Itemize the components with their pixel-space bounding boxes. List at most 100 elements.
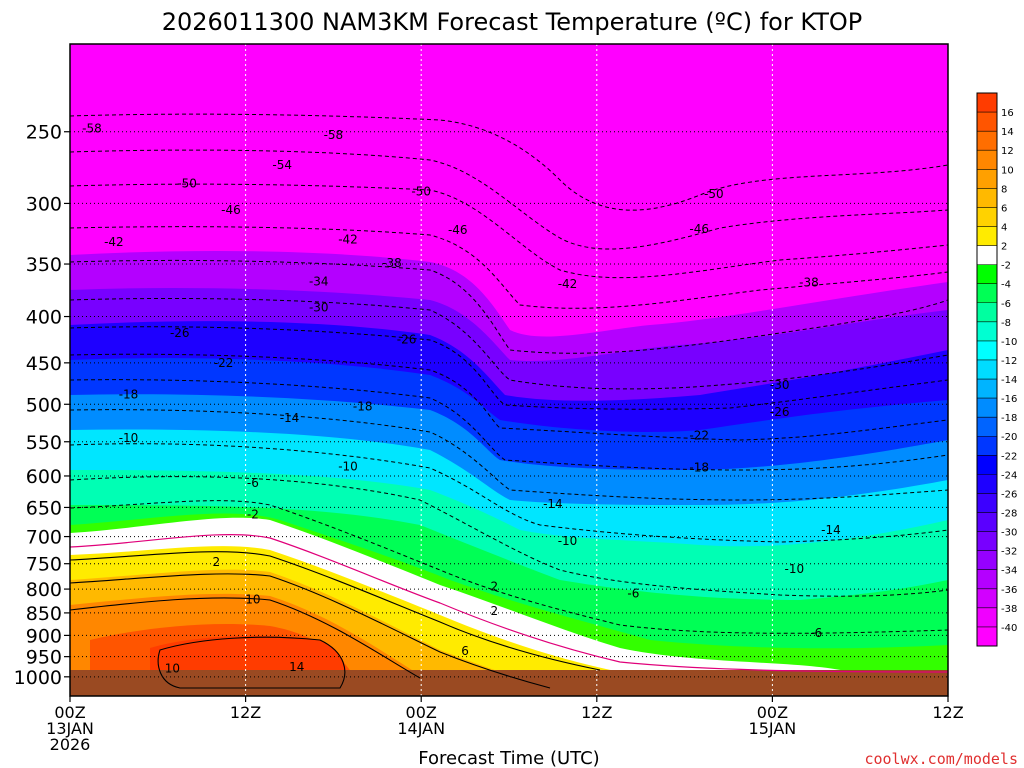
contour-label: -30 [309, 301, 329, 315]
colorbar-swatch [977, 493, 997, 514]
contour-label: -10 [338, 460, 358, 474]
x-tick-label: 12Z [230, 703, 261, 722]
contour-label: -18 [689, 460, 709, 474]
y-tick-label: 500 [26, 394, 62, 416]
contour-label: 6 [461, 644, 469, 658]
chart-title: 2026011300 NAM3KM Forecast Temperature (… [162, 8, 863, 36]
colorbar-swatch [977, 588, 997, 609]
contour-line [70, 226, 948, 309]
contour-label: -10 [785, 562, 805, 576]
colorbar-swatch [977, 207, 997, 227]
contour-label: -6 [810, 626, 822, 640]
source-credit[interactable]: coolwx.com/models [864, 750, 1018, 768]
contour-label: 2 [213, 555, 221, 569]
y-tick-label: 850 [26, 603, 62, 625]
y-axis: 2503003504004505005506006507007508008509… [14, 122, 70, 689]
colorbar-border [976, 92, 998, 647]
colorbar-swatch [977, 93, 997, 113]
x-tick-sublabel: 14JAN [397, 719, 445, 738]
y-tick-label: 350 [26, 254, 62, 276]
contour-label: -10 [558, 534, 578, 548]
contour-label: -14 [280, 411, 300, 425]
plot-border [69, 43, 949, 697]
colorbar-swatch [977, 359, 997, 380]
ground-layer [70, 670, 948, 696]
colorbar-label: -32 [1001, 547, 1017, 558]
contour-line [70, 573, 551, 689]
contour-line [70, 379, 948, 471]
colorbar-swatch [977, 398, 997, 418]
colorbar-swatch [977, 283, 997, 304]
y-tick-label: 250 [26, 122, 62, 144]
colorbar-swatch [977, 417, 997, 437]
contour-label: -58 [82, 122, 102, 136]
colorbar-label: -26 [1001, 489, 1017, 500]
contour-label: -42 [104, 235, 124, 249]
x-tick-label: 00Z [406, 703, 437, 722]
colorbar-label: -18 [1001, 413, 1017, 424]
contour-label: -18 [353, 400, 373, 414]
colorbar-swatch [977, 340, 997, 361]
contour-label: 2 [491, 604, 499, 618]
y-tick-label: 300 [26, 193, 62, 215]
x-tick-label: 12Z [581, 703, 612, 722]
colorbar-label: -36 [1001, 585, 1017, 596]
contour-line [70, 183, 948, 279]
colorbar: 16 14 12 10 8 6 4 2 -2 -4 -6 -8 -10 -12 -14 -16 -18 -20 -2… [976, 92, 1017, 647]
contour-label: -22 [689, 428, 709, 442]
contour-label: 10 [245, 593, 260, 607]
colorbar-swatch [977, 321, 997, 342]
colorbar-label: -8 [1001, 318, 1011, 329]
colorbar-label: -38 [1001, 604, 1017, 615]
colorbar-label: -12 [1001, 356, 1017, 367]
colorbar-swatch [977, 188, 997, 208]
contour-line [70, 326, 948, 410]
freezing-line [70, 534, 948, 673]
colorbar-label: 10 [1001, 165, 1014, 176]
colorbar-label: -16 [1001, 394, 1017, 405]
y-tick-label: 550 [26, 432, 62, 454]
y-tick-label: 700 [26, 527, 62, 549]
colorbar-label: -2 [1001, 261, 1011, 272]
y-tick-label: 400 [26, 307, 62, 329]
x-tick-sublabel: 13JAN [46, 719, 94, 738]
contour-line [70, 476, 948, 597]
colorbar-label: -6 [1001, 299, 1011, 310]
colorbar-swatch [977, 607, 997, 628]
contour-label: -6 [627, 586, 639, 600]
contour-labels: -58 -58 -54 -50 -50 -50 -46 -46 -46 -42 -42 -42 -38 -… [82, 122, 841, 676]
colorbar-label: -14 [1001, 375, 1017, 386]
contour-label: -2 [247, 508, 259, 522]
colorbar-swatch [977, 550, 997, 571]
colorbar-swatch [977, 302, 997, 323]
colorbar-swatch [977, 131, 997, 151]
y-tick-label: 1000 [14, 667, 62, 689]
contour-line [70, 551, 601, 671]
x-axis-title: Forecast Time (UTC) [418, 748, 599, 768]
contour-line [70, 409, 948, 501]
contour-label: -50 [704, 187, 724, 201]
colorbar-swatch [977, 245, 997, 266]
contour-line [70, 259, 948, 354]
colorbar-label: -30 [1001, 528, 1017, 539]
colorbar-swatch [977, 626, 997, 647]
contour-label: -26 [770, 405, 790, 419]
colorbar-label: -24 [1001, 470, 1017, 481]
colorbar-label: 14 [1001, 127, 1014, 138]
colorbar-swatch [977, 569, 997, 590]
colorbar-swatch [977, 169, 997, 189]
colorbar-swatch [977, 436, 997, 456]
colorbar-label: -40 [1001, 623, 1017, 634]
contour-label: -50 [177, 176, 197, 190]
contour-line [70, 353, 948, 441]
contour-label: -14 [543, 497, 563, 511]
contour-label: -26 [397, 332, 417, 346]
contour-label: -18 [119, 388, 139, 402]
colorbar-swatch [977, 150, 997, 170]
contour-label: -54 [272, 158, 292, 172]
colorbar-label: -34 [1001, 566, 1017, 577]
x-tick-label: 12Z [932, 703, 963, 722]
contour-label: -58 [324, 128, 344, 142]
colorbar-swatch [977, 455, 997, 475]
